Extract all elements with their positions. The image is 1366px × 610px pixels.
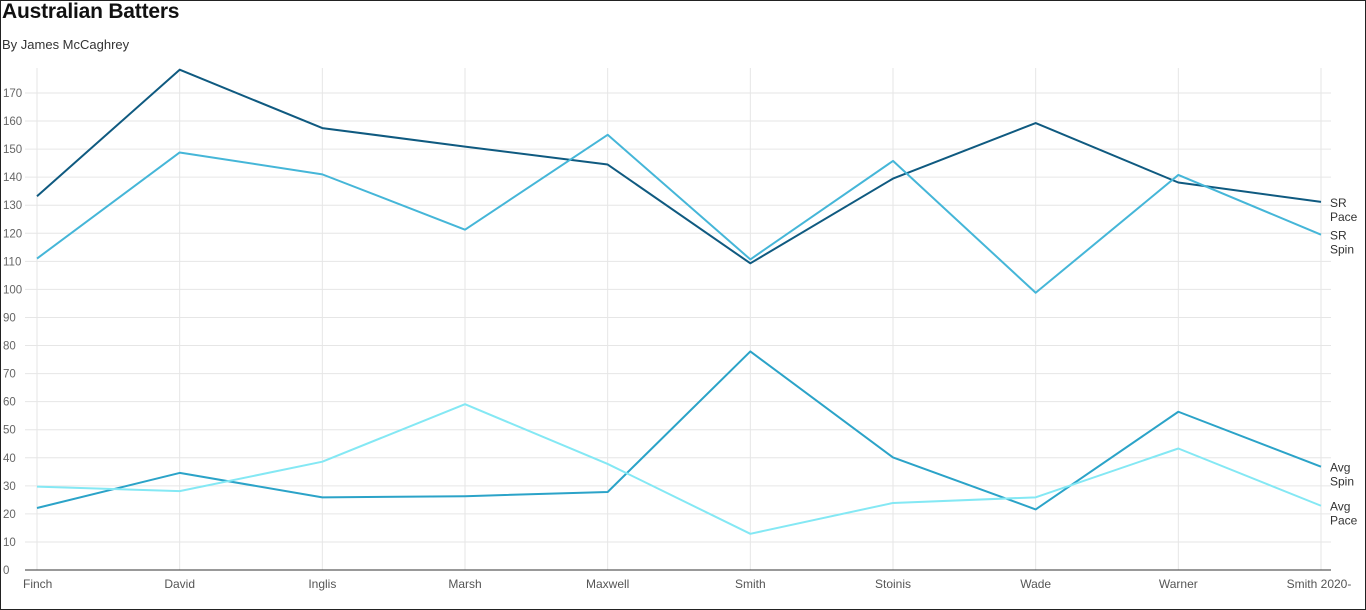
series-end-label-sr-spin: SR Spin <box>1330 229 1354 257</box>
y-tick-label: 130 <box>3 200 22 212</box>
y-tick-label: 30 <box>3 481 16 493</box>
y-tick-label: 80 <box>3 341 16 353</box>
y-tick-label: 140 <box>3 172 22 184</box>
x-tick-label: Maxwell <box>586 577 629 591</box>
x-tick-label: Wade <box>1020 577 1051 591</box>
x-tick-label: Finch <box>23 577 52 591</box>
series-line-sr-spin <box>36 133 1322 294</box>
series-line-sr-pace <box>36 68 1322 265</box>
y-tick-label: 160 <box>3 116 22 128</box>
y-tick-label: 100 <box>3 284 22 296</box>
series-end-label-line: Spin <box>1330 475 1354 489</box>
series-line-avg-spin <box>36 350 1322 511</box>
series-end-label-line: Spin <box>1330 243 1354 257</box>
y-tick-label: 120 <box>3 228 22 240</box>
series-end-label-line: SR <box>1330 196 1347 210</box>
series-line-avg-pace <box>36 403 1322 535</box>
y-tick-label: 20 <box>3 509 16 521</box>
series-end-label-avg-pace: Avg Pace <box>1330 500 1358 528</box>
x-tick-label: Smith 2020- <box>1287 577 1352 591</box>
series-end-label-line: Pace <box>1330 514 1358 528</box>
y-tick-label: 90 <box>3 312 16 324</box>
series-end-label-line: Pace <box>1330 210 1358 224</box>
x-tick-label: Marsh <box>448 577 481 591</box>
y-tick-label: 70 <box>3 369 16 381</box>
y-tick-label: 10 <box>3 537 16 549</box>
y-tick-label: 0 <box>3 565 9 577</box>
y-tick-label: 150 <box>3 144 22 156</box>
y-tick-label: 40 <box>3 453 16 465</box>
x-tick-label: Warner <box>1159 577 1198 591</box>
series-end-label-line: SR <box>1330 229 1347 243</box>
series-end-label-line: Avg <box>1330 461 1350 475</box>
series-end-label-line: Avg <box>1330 500 1350 514</box>
x-tick-label: David <box>164 577 195 591</box>
chart-title: Australian Batters <box>2 0 180 23</box>
series-end-label-sr-pace: SR Pace <box>1330 196 1358 224</box>
x-tick-label: Smith <box>735 577 766 591</box>
y-tick-label: 50 <box>3 425 16 437</box>
chart-subtitle: By James McCaghrey <box>2 37 130 52</box>
x-tick-label: Inglis <box>308 577 336 591</box>
x-tick-label: Stoinis <box>875 577 911 591</box>
y-tick-label: 170 <box>3 88 22 100</box>
series-end-label-avg-spin: Avg Spin <box>1330 461 1354 489</box>
y-tick-label: 60 <box>3 397 16 409</box>
y-tick-label: 110 <box>3 256 21 268</box>
